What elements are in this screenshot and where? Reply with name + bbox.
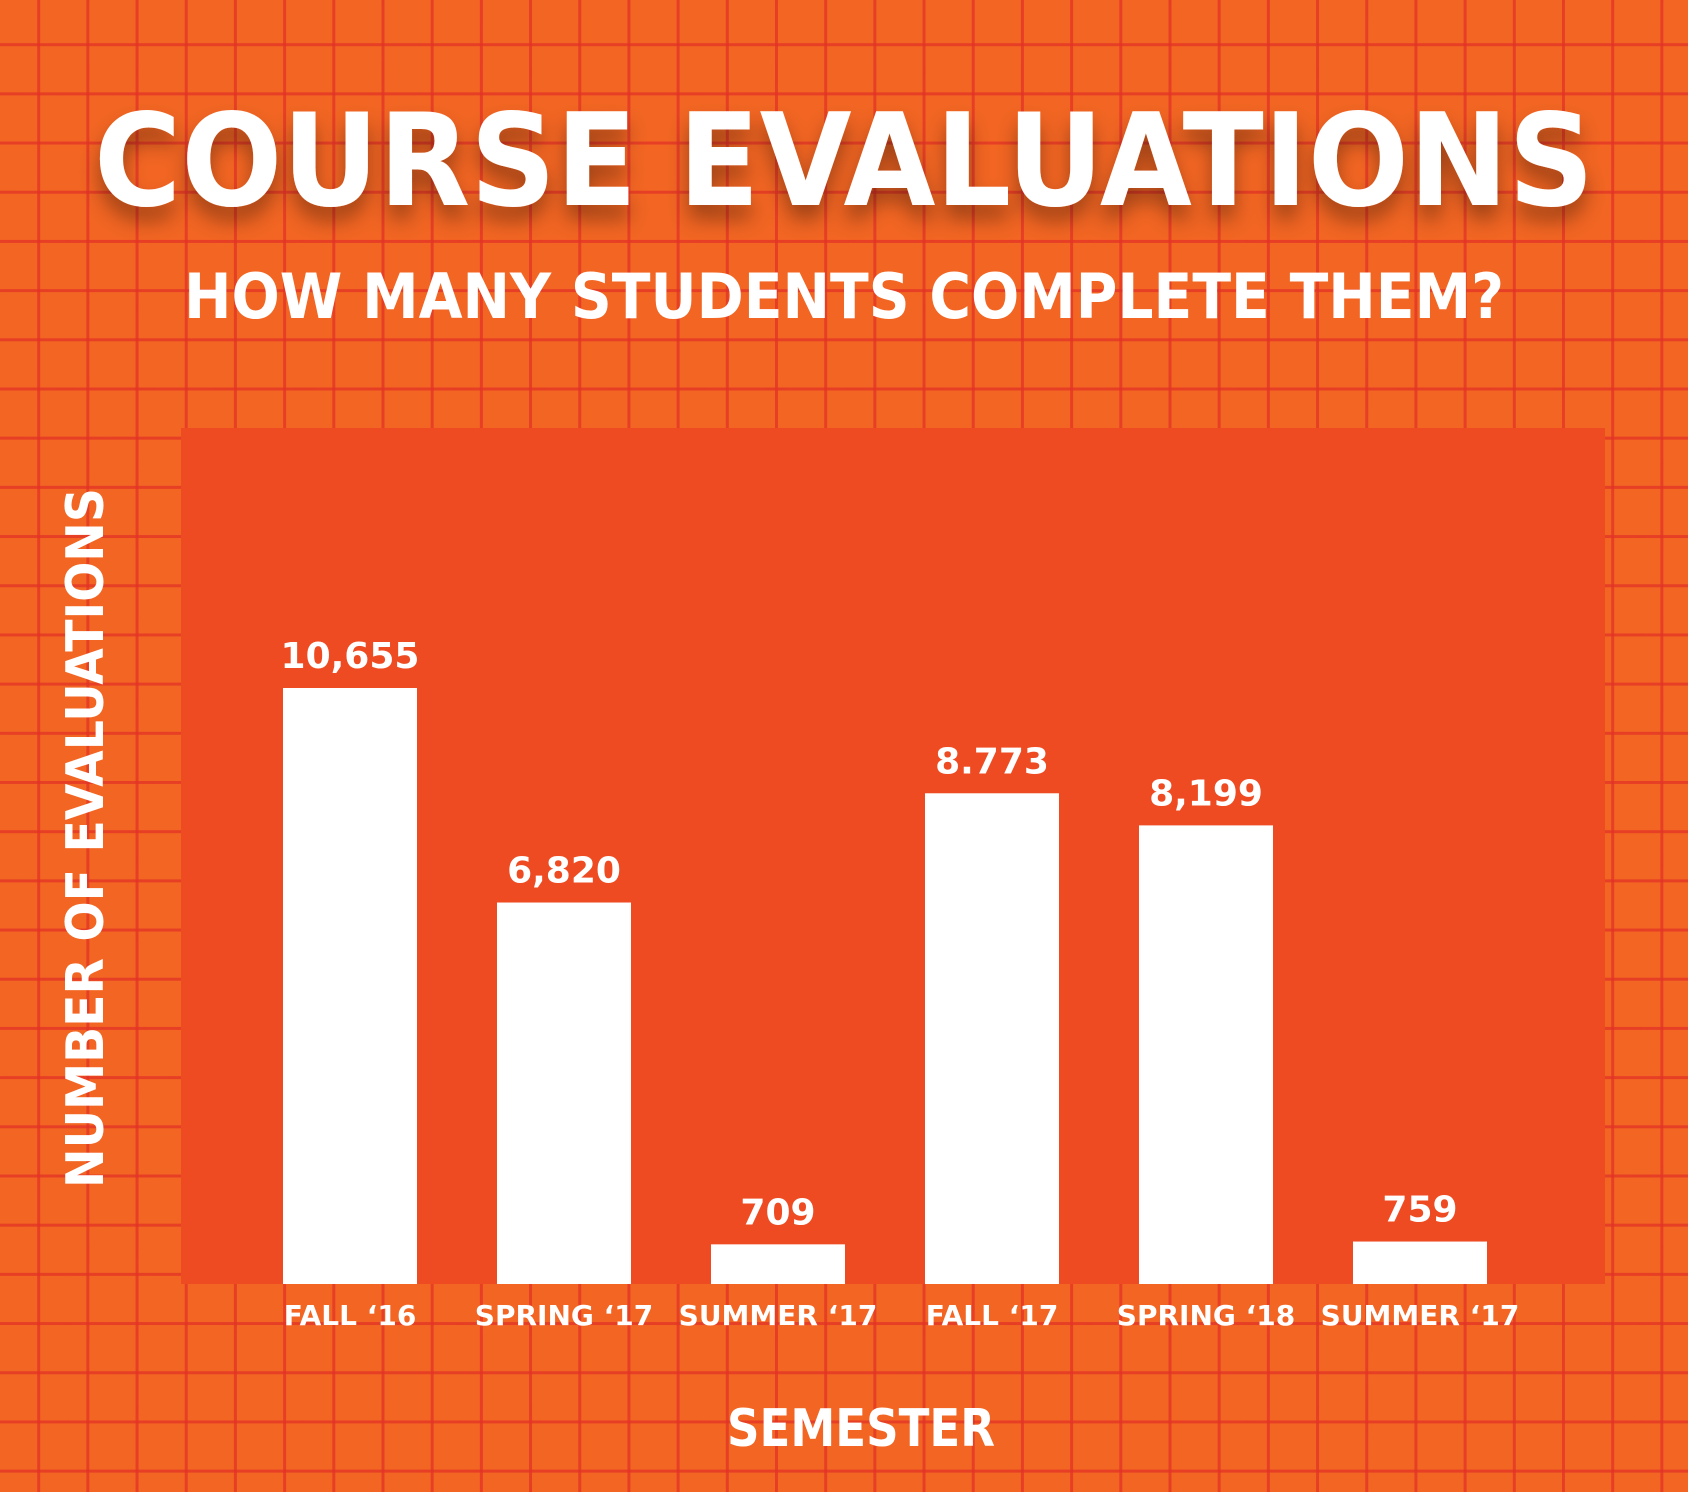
category-label-6: SUMMER ‘17: [1321, 1299, 1520, 1332]
y-axis-label: NUMBER OF EVALUATIONS: [56, 488, 116, 1188]
chart-title: COURSE EVALUATIONS: [94, 87, 1594, 236]
category-label-2: SPRING ‘17: [475, 1299, 653, 1332]
value-labels: 10,655 6,820 709 8.773 8,199 759: [281, 636, 1458, 1233]
category-label-1: FALL ‘16: [284, 1299, 417, 1332]
bars: [283, 688, 1487, 1284]
bar-6: [1353, 1241, 1487, 1284]
value-label-4: 8.773: [935, 741, 1049, 782]
value-label-3: 709: [740, 1192, 815, 1233]
value-label-2: 6,820: [507, 851, 621, 892]
category-label-5: SPRING ‘18: [1117, 1299, 1295, 1332]
x-axis-label: SEMESTER: [727, 1399, 995, 1459]
value-label-5: 8,199: [1149, 773, 1263, 814]
bar-5: [1139, 825, 1273, 1284]
category-label-4: FALL ‘17: [926, 1299, 1059, 1332]
category-labels: FALL ‘16 SPRING ‘17 SUMMER ‘17 FALL ‘17 SPRI…: [284, 1299, 1520, 1332]
bar-3: [711, 1244, 845, 1284]
value-label-6: 759: [1382, 1190, 1457, 1231]
bar-2: [497, 902, 631, 1284]
category-label-3: SUMMER ‘17: [679, 1299, 878, 1332]
plot-area: [181, 428, 1605, 1284]
bar-4: [925, 793, 1059, 1284]
bar-1: [283, 688, 417, 1284]
chart-subtitle: HOW MANY STUDENTS COMPLETE THEM?: [184, 260, 1504, 333]
value-label-1: 10,655: [281, 636, 420, 677]
